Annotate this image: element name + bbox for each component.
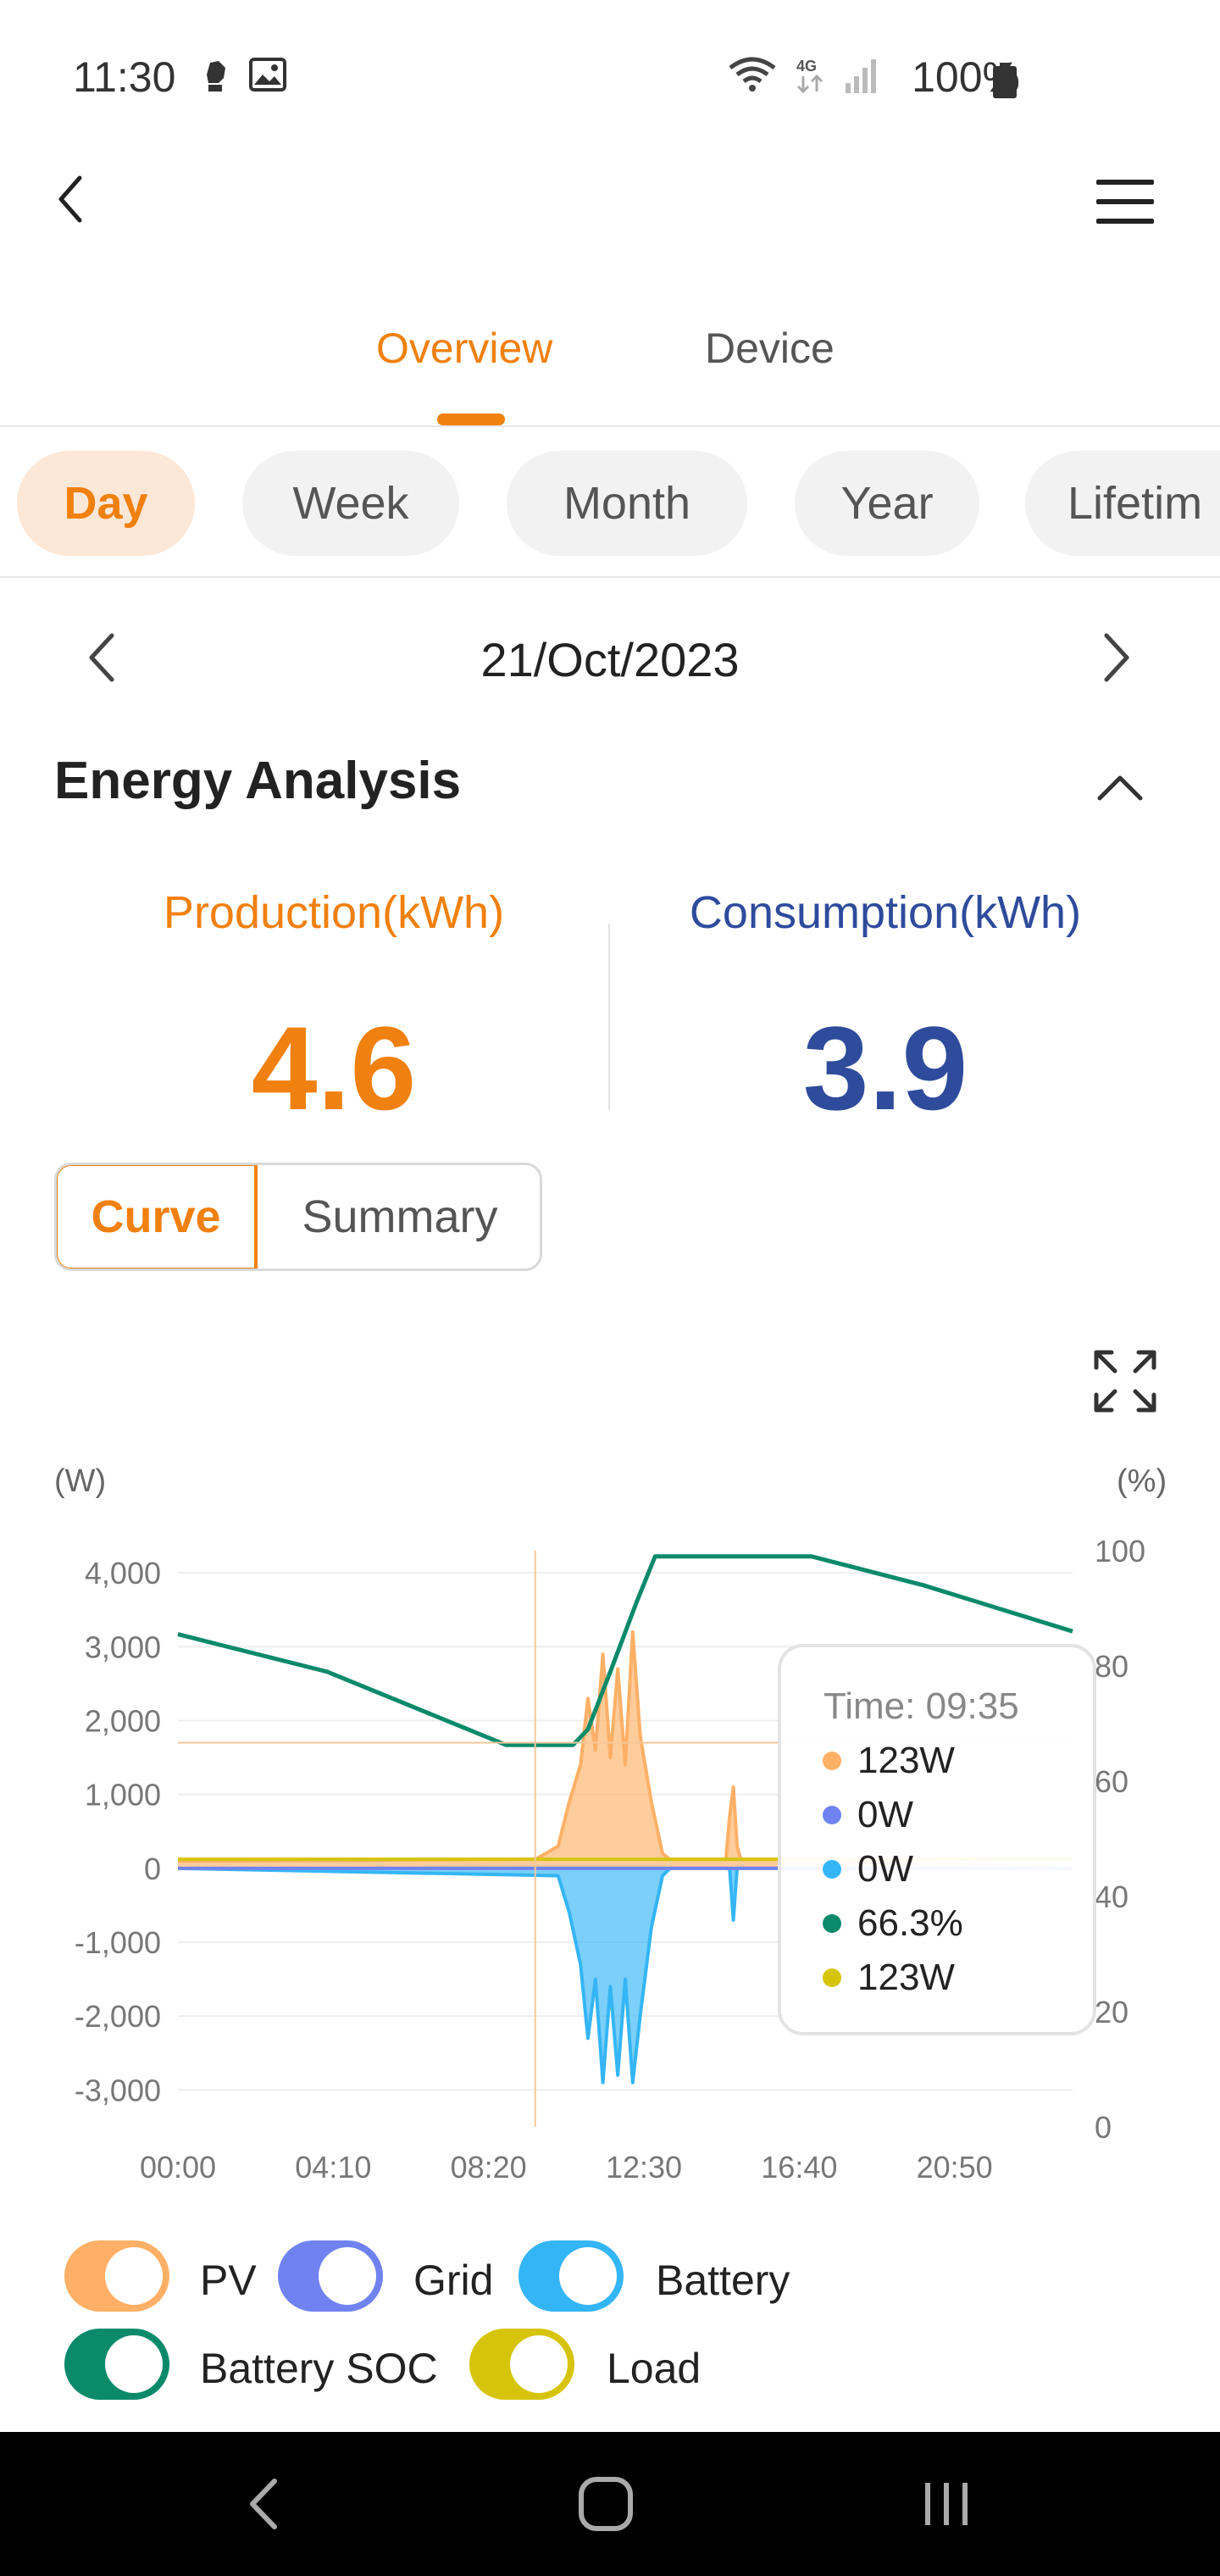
period-month[interactable]: Month xyxy=(507,451,747,556)
x-tick-label: 00:00 xyxy=(140,2150,216,2185)
y-tick-label: 3,000 xyxy=(85,1629,161,1664)
series-line-pv xyxy=(177,1629,1073,1870)
consumption-label: Consumption(kWh) xyxy=(689,887,1082,938)
right-axis-unit: (%) xyxy=(1117,1463,1167,1499)
x-tick-label: 04:10 xyxy=(295,2150,371,2185)
next-date-button[interactable] xyxy=(1095,627,1137,688)
nav-recents-icon[interactable] xyxy=(908,2466,984,2542)
y-tick-label: -1,000 xyxy=(75,1925,161,1960)
system-nav-bar xyxy=(0,2432,1220,2576)
period-year[interactable]: Year xyxy=(795,451,979,556)
nav-back-icon[interactable] xyxy=(227,2466,303,2542)
tooltip-time: Time: 09:35 xyxy=(824,1685,1019,1727)
tooltip-value: 123W xyxy=(857,1740,955,1781)
left-axis-unit: (W) xyxy=(54,1463,106,1499)
y-tick-label: 4,000 xyxy=(85,1556,161,1591)
status-time: 11:30 xyxy=(73,53,176,101)
production-value: 4.6 xyxy=(251,1002,417,1135)
tooltip-value: 0W xyxy=(857,1794,913,1835)
y-tick-label: 0 xyxy=(144,1852,161,1886)
y-tick-label: 2,000 xyxy=(85,1704,161,1739)
tab-active-indicator xyxy=(437,414,505,425)
toggle-battery[interactable] xyxy=(518,2240,624,2312)
tooltip-dot xyxy=(823,1806,841,1824)
svg-text:4G: 4G xyxy=(796,58,817,75)
toggle-battery-soc[interactable] xyxy=(64,2329,169,2400)
period-selector: Day Week Month Year Lifetim xyxy=(0,429,1220,578)
nav-home-icon[interactable] xyxy=(568,2466,644,2542)
series-line-battery xyxy=(177,1866,1073,2085)
date-label[interactable]: 21/Oct/2023 xyxy=(480,633,740,686)
series-area-pv xyxy=(178,1631,1073,1868)
view-toggle: Curve Summary xyxy=(54,1163,542,1271)
previous-date-button[interactable] xyxy=(81,627,124,688)
x-tick-label: 12:30 xyxy=(606,2150,682,2185)
x-tick-label: 20:50 xyxy=(917,2150,993,2185)
curve-button[interactable]: Curve xyxy=(57,1165,258,1269)
y2-tick-label: 0 xyxy=(1095,2110,1112,2145)
tooltip-dot xyxy=(823,1914,841,1933)
date-navigator: 21/Oct/2023 xyxy=(0,610,1220,703)
y2-tick-label: 40 xyxy=(1095,1879,1128,1914)
legend-label-grid: Grid xyxy=(413,2257,494,2304)
section-title: Energy Analysis xyxy=(54,752,462,810)
legend-label-battery: Battery xyxy=(656,2257,790,2304)
chevron-up-icon[interactable] xyxy=(1093,766,1147,808)
x-tick-label: 08:20 xyxy=(451,2150,527,2185)
signal-icon xyxy=(846,59,876,93)
y2-tick-label: 80 xyxy=(1095,1649,1128,1684)
legend-label-load: Load xyxy=(607,2345,702,2392)
toggle-load[interactable] xyxy=(469,2329,574,2400)
toggle-pv[interactable] xyxy=(64,2240,169,2312)
tooltip-value: 123W xyxy=(857,1957,955,1998)
gallery-icon xyxy=(249,58,286,92)
chart-legend: PV Grid Battery Battery SOC Load xyxy=(0,2220,1220,2440)
y2-tick-label: 60 xyxy=(1095,1764,1128,1799)
period-week[interactable]: Week xyxy=(242,451,459,556)
fullscreen-icon[interactable] xyxy=(1091,1347,1159,1415)
series-area-battery xyxy=(178,1868,1073,2083)
tab-overview[interactable]: Overview xyxy=(376,325,553,372)
y-tick-label: -2,000 xyxy=(75,1999,161,2034)
series-line-battery-soc xyxy=(177,1554,1073,1747)
toggle-grid[interactable] xyxy=(278,2240,383,2312)
tooltip-value: 0W xyxy=(857,1848,913,1890)
battery-icon xyxy=(993,63,1017,98)
back-button[interactable] xyxy=(46,169,97,229)
legend-label-battery-soc: Battery SOC xyxy=(200,2345,438,2392)
tooltip-box xyxy=(778,1644,1096,2035)
tooltip-value: 66.3% xyxy=(857,1902,963,1944)
y2-tick-label: 20 xyxy=(1095,1995,1128,2029)
period-day[interactable]: Day xyxy=(17,451,195,556)
production-label: Production(kWh) xyxy=(163,887,505,938)
tooltip-dot xyxy=(823,1752,841,1770)
notification-icon xyxy=(207,61,225,92)
legend-label-pv: PV xyxy=(200,2257,257,2304)
hamburger-menu-icon[interactable] xyxy=(1093,169,1157,234)
tooltip-dot xyxy=(823,1968,841,1987)
power-chart[interactable]: (W) (%) 4,000 3,000 2,000 1,000 0 -1,000 -2,00… xyxy=(0,1441,1220,2186)
summary-button[interactable]: Summary xyxy=(302,1191,498,1242)
y-tick-label: -3,000 xyxy=(75,2073,161,2107)
tooltip-dot xyxy=(823,1860,841,1879)
status-bar: 11:30 4G 100% xyxy=(0,0,1220,153)
tab-bar: Overview Device xyxy=(0,314,1220,427)
tab-device[interactable]: Device xyxy=(705,325,835,372)
consumption-value: 3.9 xyxy=(802,1002,968,1135)
period-lifetime[interactable]: Lifetim xyxy=(1025,451,1220,556)
y2-tick-label: 100 xyxy=(1095,1534,1145,1568)
x-tick-label: 16:40 xyxy=(761,2150,837,2185)
wifi-icon xyxy=(729,57,776,92)
y-tick-label: 1,000 xyxy=(85,1778,161,1813)
network-4g-icon: 4G xyxy=(796,58,824,94)
metric-divider xyxy=(608,924,610,1110)
